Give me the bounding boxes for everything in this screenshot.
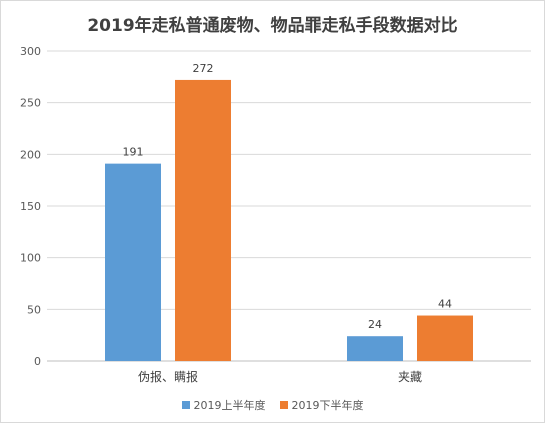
y-tick-label: 250 — [20, 97, 41, 110]
bars — [105, 79, 473, 361]
chart-title: 2019年走私普通废物、物品罪走私手段数据对比 — [87, 16, 458, 36]
y-tick-label: 300 — [20, 45, 41, 58]
category-label: 伪报、瞒报 — [138, 369, 198, 384]
bar-2-series-2 — [417, 315, 473, 361]
legend-label-series-2: 2019下半年度 — [291, 399, 364, 412]
bar-2-series-1 — [347, 336, 403, 361]
data-label-2-series-2: 44 — [438, 298, 452, 311]
legend-label-series-1: 2019上半年度 — [193, 399, 266, 412]
y-tick-label: 100 — [20, 252, 41, 265]
y-tick-label: 150 — [20, 200, 41, 213]
data-label-2-series-1: 24 — [368, 318, 382, 331]
y-tick-label: 200 — [20, 148, 41, 161]
data-label-1-series-1: 191 — [123, 146, 144, 159]
y-axis-ticks: 0 50 100 150 200 250 300 — [20, 45, 41, 368]
y-tick-label: 50 — [27, 303, 41, 316]
bar-1-series-2 — [175, 79, 231, 361]
y-tick-label: 0 — [34, 355, 41, 368]
legend-item-series-2: 2019下半年度 — [279, 397, 364, 413]
x-axis-categories: 伪报、瞒报 夹藏 — [138, 369, 422, 384]
category-label: 夹藏 — [398, 370, 422, 384]
data-label-1-series-2: 272 — [193, 62, 214, 75]
legend-swatch-series-1 — [181, 401, 190, 409]
data-labels: 191 272 24 44 — [123, 62, 453, 331]
legend-item-series-1: 2019上半年度 — [181, 397, 266, 413]
legend: 2019上半年度 2019下半年度 — [1, 397, 544, 413]
legend-swatch-series-2 — [279, 401, 288, 409]
bar-1-series-1 — [105, 163, 161, 361]
